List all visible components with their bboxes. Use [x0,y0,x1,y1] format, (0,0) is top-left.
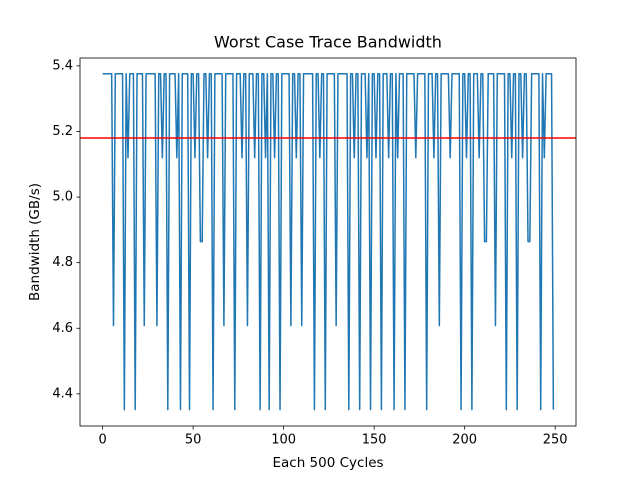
x-axis-label: Each 500 Cycles [272,455,383,471]
plot-frame [79,57,577,427]
chart-title: Worst Case Trace Bandwidth [214,33,442,52]
y-tick-label: 4.4 [52,386,73,401]
y-tick-label: 4.6 [52,321,73,336]
y-tick-label: 5.4 [52,58,73,73]
x-tick-label: 250 [543,433,568,448]
y-tick-label: 4.8 [52,255,73,270]
x-tick-label: 100 [271,433,296,448]
x-tick-label: 50 [185,433,202,448]
y-tick-label: 5.0 [52,190,73,205]
y-axis-label: Bandwidth (GB/s) [27,183,43,301]
x-tick-label: 150 [362,433,387,448]
x-tick-label: 0 [98,433,106,448]
data-line [102,72,555,411]
y-tick-label: 5.2 [52,124,73,139]
x-tick-label: 200 [452,433,477,448]
